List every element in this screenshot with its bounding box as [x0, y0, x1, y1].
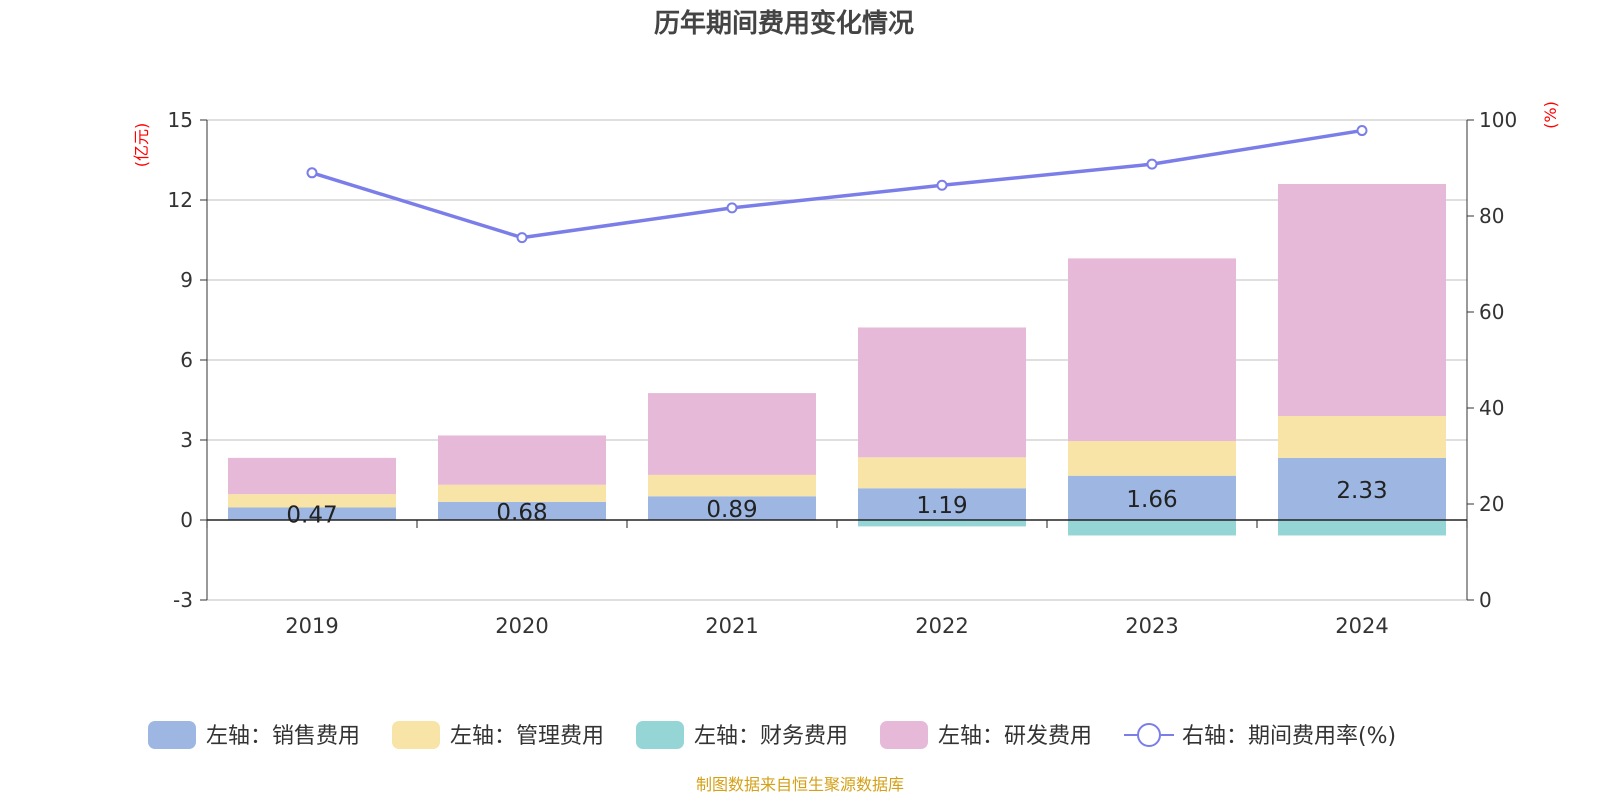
legend-swatch: [392, 721, 440, 749]
rate-point: [936, 179, 948, 191]
category-label: 2020: [495, 614, 548, 638]
left-axis-unit: (亿元): [132, 123, 151, 168]
bar-layer: [228, 184, 1446, 536]
rate-point: [306, 167, 318, 179]
bar-data-label: 1.19: [916, 493, 967, 519]
label-layer: 0.47 0.68 0.89 1.19 1.66 2.33: [286, 478, 1387, 529]
category-label: 2019: [285, 614, 338, 638]
category-label: 2021: [705, 614, 758, 638]
bar-segment: [1278, 416, 1446, 458]
bar-segment: [648, 496, 816, 520]
grid-layer: [207, 119, 1467, 601]
bar-data-label: 0.89: [706, 497, 757, 523]
right-tick-label: 80: [1479, 204, 1504, 228]
legend-label: 左轴：管理费用: [450, 724, 604, 749]
legend[interactable]: 左轴：销售费用 左轴：管理费用 左轴：财务费用 左轴：研发费用 右轴：期间费用率(%): [148, 721, 1396, 749]
bar-segment: [1068, 441, 1236, 476]
bar-segment: [1278, 457, 1446, 520]
left-tick-label: 6: [180, 348, 193, 372]
left-tick-label: 0: [180, 508, 193, 532]
bar-segment: [1068, 475, 1236, 520]
category-label: 2022: [915, 614, 968, 638]
bar-data-label: 2.33: [1336, 478, 1387, 504]
category-label: 2024: [1335, 614, 1388, 638]
legend-swatch: [148, 721, 196, 749]
category-label: 2023: [1125, 614, 1178, 638]
bar-segment: [1068, 258, 1236, 442]
right-axis-unit: (%): [1541, 101, 1560, 129]
bar-segment: [1278, 520, 1446, 536]
legend-label: 左轴：研发费用: [938, 724, 1092, 749]
legend-label: 左轴：销售费用: [206, 724, 360, 749]
right-tick-label: 40: [1479, 396, 1504, 420]
rate-point: [1356, 125, 1368, 137]
left-tick-label: 12: [168, 188, 193, 212]
bar-segment: [648, 393, 816, 475]
bar-segment: [438, 484, 606, 502]
axis-layer: -3 0 3 6 9 12 15 0 20 40 60 80 100 2019 2020 2021 2022 20…: [168, 108, 1518, 638]
right-tick-label: 20: [1479, 492, 1504, 516]
rate-line: [311, 128, 1363, 240]
legend-marker-icon: [1137, 723, 1161, 747]
bar-segment: [858, 327, 1026, 458]
legend-swatch: [880, 721, 928, 749]
legend-label: 左轴：财务费用: [694, 724, 848, 749]
bar-data-label: 0.68: [496, 500, 547, 526]
bar-segment: [438, 435, 606, 485]
left-tick-label: 15: [168, 108, 193, 132]
rate-point: [516, 232, 528, 244]
bar-segment: [1068, 520, 1236, 536]
bar-segment: [858, 457, 1026, 489]
bar-segment: [648, 474, 816, 497]
left-tick-label: -3: [173, 588, 193, 612]
bar-segment: [228, 457, 396, 495]
bar-data-label: 1.66: [1126, 487, 1177, 513]
bar-segment: [228, 494, 396, 508]
bar-data-label: 0.47: [286, 503, 337, 529]
left-tick-label: 3: [180, 428, 193, 452]
left-tick-label: 9: [180, 268, 193, 292]
bar-segment: [858, 488, 1026, 520]
legend-swatch: [636, 721, 684, 749]
rate-point: [1146, 158, 1158, 170]
legend-label: 右轴：期间费用率(%): [1182, 724, 1396, 749]
right-tick-label: 0: [1479, 588, 1492, 612]
bar-segment: [858, 520, 1026, 527]
rate-point: [726, 202, 738, 214]
bar-segment: [228, 507, 396, 520]
bar-segment: [1278, 184, 1446, 416]
right-tick-label: 100: [1479, 108, 1517, 132]
line-layer: [306, 125, 1368, 244]
source-footer: 制图数据来自恒生聚源数据库: [696, 775, 904, 794]
chart-title: 历年期间费用变化情况: [654, 8, 914, 39]
right-tick-label: 60: [1479, 300, 1504, 324]
bar-segment: [438, 501, 606, 520]
